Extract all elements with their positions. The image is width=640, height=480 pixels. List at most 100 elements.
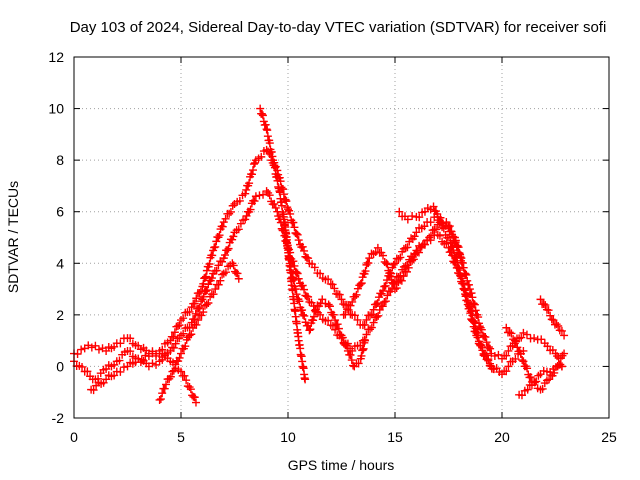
data-point-track-b xyxy=(115,356,124,365)
data-point-track-g xyxy=(386,268,395,277)
data-point-track-a xyxy=(484,343,493,352)
data-point-track-h xyxy=(436,218,445,227)
data-point-track-j xyxy=(536,295,545,304)
data-point-track-i xyxy=(519,357,528,366)
x-tick-label: 5 xyxy=(177,429,185,445)
data-point-track-a xyxy=(391,259,399,268)
data-point-track-h xyxy=(449,246,458,255)
data-point-track-h xyxy=(489,365,498,374)
data-point-track-a xyxy=(537,335,546,344)
data-point-track-a xyxy=(407,234,416,243)
data-point-track-f xyxy=(354,359,363,368)
x-tick-label: 10 xyxy=(280,429,296,445)
x-tick-label: 15 xyxy=(387,429,403,445)
data-point-track-f xyxy=(324,300,333,309)
data-point-track-a xyxy=(298,242,307,251)
data-point-track-b xyxy=(381,297,390,306)
data-point-track-g xyxy=(379,251,388,260)
data-point-track-b xyxy=(83,367,92,376)
data-point-track-f xyxy=(291,285,300,294)
data-point-track-a xyxy=(366,311,375,320)
data-point-track-d xyxy=(185,331,194,340)
data-point-track-i xyxy=(516,349,525,358)
data-point-track-h xyxy=(465,304,474,313)
data-point-track-g xyxy=(447,227,456,236)
data-point-track-a xyxy=(281,195,290,204)
data-point-track-f xyxy=(343,346,352,355)
y-tick-label: -2 xyxy=(52,410,65,426)
data-point-track-d xyxy=(204,299,213,308)
data-point-track-a xyxy=(316,269,325,278)
data-point-track-i xyxy=(523,364,532,373)
data-point-track-a xyxy=(504,346,513,355)
data-point-track-f xyxy=(286,262,295,271)
data-point-track-f xyxy=(347,356,356,365)
data-point-track-h xyxy=(473,333,482,342)
data-point-track-g xyxy=(426,231,435,240)
plot-frame xyxy=(73,56,610,419)
data-point-track-d xyxy=(160,384,169,393)
data-point-track-f xyxy=(305,326,314,335)
data-point-track-a xyxy=(382,276,391,285)
data-point-track-b xyxy=(191,309,200,318)
data-point-track-a xyxy=(420,222,429,231)
data-point-track-d xyxy=(199,308,208,317)
data-point-track-a xyxy=(494,350,503,359)
data-point-track-f xyxy=(361,336,370,345)
data-point-track-k xyxy=(557,362,566,371)
data-point-track-h xyxy=(403,215,412,224)
data-point-track-k xyxy=(532,377,541,386)
data-point-track-e xyxy=(301,375,310,384)
data-point-track-a xyxy=(94,345,103,354)
data-point-track-a xyxy=(202,266,211,275)
data-point-track-g xyxy=(425,233,434,242)
data-point-track-h xyxy=(438,223,447,232)
data-point-track-a xyxy=(116,339,125,348)
data-point-track-j xyxy=(552,320,561,329)
data-point-track-b xyxy=(251,192,260,201)
data-point-track-j xyxy=(544,306,553,315)
data-point-track-i xyxy=(510,336,519,345)
data-point-track-f xyxy=(342,341,351,350)
data-point-track-b xyxy=(328,321,337,330)
data-point-track-b xyxy=(362,330,371,339)
data-point-track-f xyxy=(295,297,304,306)
data-point-track-j xyxy=(539,299,548,308)
data-point-track-j xyxy=(549,316,558,325)
data-point-track-b xyxy=(369,318,378,327)
data-point-track-c xyxy=(119,363,128,372)
data-point-track-g xyxy=(351,292,360,301)
data-point-track-c xyxy=(186,385,195,394)
data-point-track-a xyxy=(394,254,403,263)
data-point-track-b xyxy=(241,215,250,224)
data-point-track-b xyxy=(201,287,210,296)
data-point-track-d xyxy=(202,300,211,309)
data-point-track-a xyxy=(481,333,490,342)
data-point-track-d xyxy=(162,380,171,389)
data-point-track-a xyxy=(412,228,421,237)
data-point-track-f xyxy=(292,290,301,299)
data-point-track-c xyxy=(137,355,146,364)
data-point-track-i xyxy=(538,384,547,393)
x-tick-label: 20 xyxy=(494,429,510,445)
data-point-track-a xyxy=(73,349,82,358)
data-point-track-g xyxy=(414,248,423,257)
data-point-track-b xyxy=(220,251,229,260)
data-point-track-g xyxy=(453,241,462,250)
data-point-track-c xyxy=(134,354,143,363)
data-point-track-a xyxy=(522,330,531,339)
x-axis-label: GPS time / hours xyxy=(288,457,395,473)
data-point-track-b xyxy=(374,311,383,320)
data-point-track-f xyxy=(300,311,309,320)
data-point-track-a xyxy=(530,334,539,343)
data-point-track-a xyxy=(225,209,234,218)
data-point-track-b xyxy=(356,341,365,350)
data-point-track-h xyxy=(429,202,438,211)
data-point-track-f xyxy=(329,310,338,319)
data-point-track-a xyxy=(286,209,295,218)
data-point-track-f xyxy=(334,324,343,333)
data-point-track-b xyxy=(294,274,303,283)
data-point-track-g xyxy=(411,249,420,258)
data-point-track-d xyxy=(156,395,165,404)
data-point-track-a xyxy=(410,232,419,241)
